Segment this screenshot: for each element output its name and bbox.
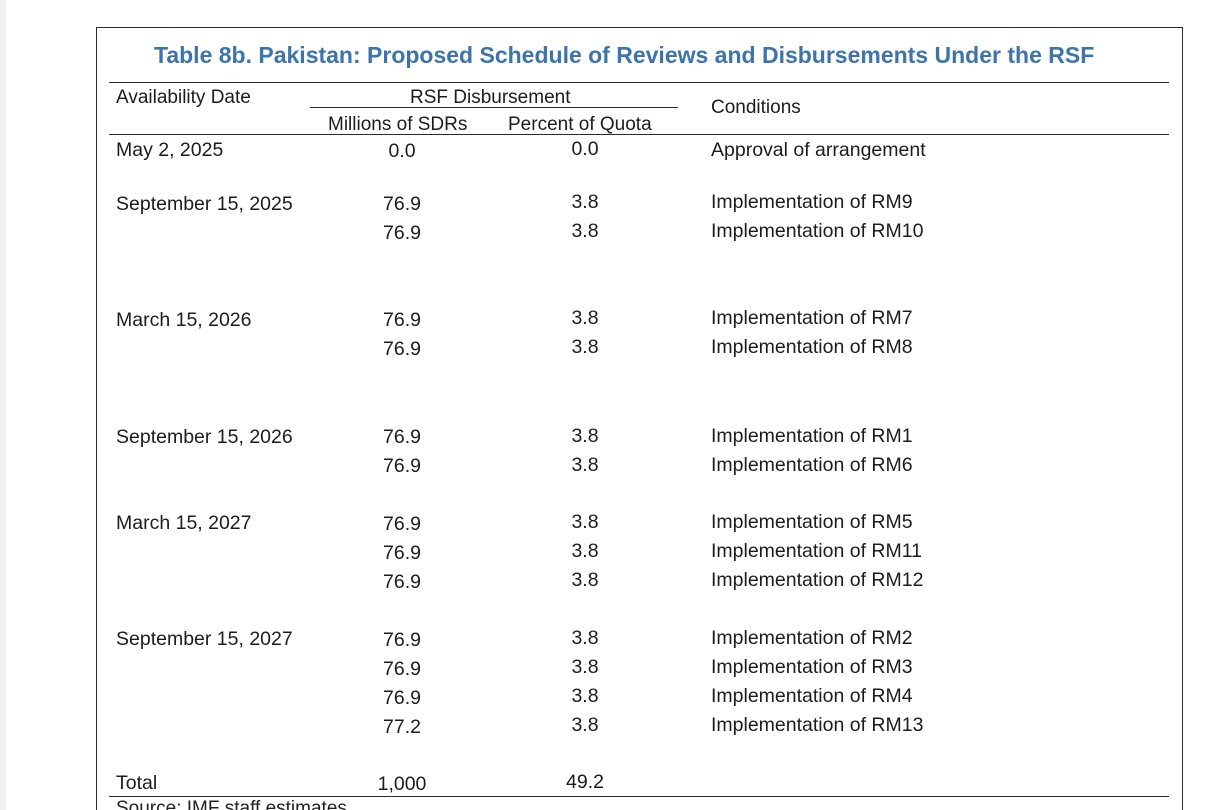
- row-condition: Implementation of RM9: [711, 191, 913, 213]
- row-pct: 3.8: [571, 425, 599, 447]
- row-condition: Implementation of RM11: [711, 540, 922, 562]
- row-condition: Implementation of RM12: [711, 569, 924, 591]
- row-pct: 3.8: [571, 336, 599, 358]
- row-pct: 3.8: [571, 220, 599, 242]
- row-sdr: 76.9: [383, 571, 421, 593]
- total-bottom-rule: [109, 796, 1169, 797]
- header-percent-quota: Percent of Quota: [508, 114, 652, 135]
- row-condition: Implementation of RM10: [711, 220, 924, 242]
- row-date: September 15, 2026: [116, 426, 293, 448]
- row-pct: 3.8: [571, 627, 599, 649]
- row-pct: 3.8: [571, 191, 599, 213]
- row-condition: Approval of arrangement: [711, 139, 926, 161]
- row-pct: 3.8: [571, 307, 599, 329]
- row-sdr: 76.9: [383, 222, 421, 244]
- row-sdr: 76.9: [383, 193, 421, 215]
- row-date: March 15, 2026: [116, 309, 252, 331]
- row-sdr: 76.9: [383, 542, 421, 564]
- row-pct: 3.8: [571, 540, 599, 562]
- total-sdr: 1,000: [377, 773, 427, 795]
- row-sdr: 76.9: [383, 338, 421, 360]
- row-date: May 2, 2025: [116, 139, 224, 161]
- row-pct: 3.8: [571, 714, 599, 736]
- page-edge: [0, 0, 6, 810]
- row-sdr: 76.9: [383, 687, 421, 709]
- row-pct: 3.8: [571, 685, 599, 707]
- row-date: September 15, 2025: [116, 193, 293, 215]
- header-bottom-rule: [109, 134, 1169, 135]
- row-date: September 15, 2027: [116, 628, 293, 650]
- row-condition: Implementation of RM6: [711, 454, 913, 476]
- row-condition: Implementation of RM8: [711, 336, 913, 358]
- table-frame: [96, 27, 1183, 810]
- row-condition: Implementation of RM3: [711, 656, 913, 678]
- row-pct: 3.8: [571, 569, 599, 591]
- table-title: Table 8b. Pakistan: Proposed Schedule of…: [154, 42, 1095, 68]
- total-pct: 49.2: [566, 771, 604, 793]
- row-sdr: 76.9: [383, 513, 421, 535]
- row-sdr: 76.9: [383, 629, 421, 651]
- row-condition: Implementation of RM1: [711, 425, 913, 447]
- rsf-group-rule: [310, 107, 678, 108]
- row-sdr: 76.9: [383, 309, 421, 331]
- row-sdr: 0.0: [388, 140, 416, 162]
- header-conditions: Conditions: [711, 97, 801, 118]
- total-label: Total: [116, 772, 158, 794]
- row-condition: Implementation of RM13: [711, 714, 924, 736]
- row-pct: 3.8: [571, 454, 599, 476]
- row-pct: 3.8: [571, 511, 599, 533]
- row-sdr: 76.9: [383, 455, 421, 477]
- row-sdr: 77.2: [383, 716, 421, 738]
- row-pct: 0.0: [571, 138, 599, 160]
- row-sdr: 76.9: [383, 426, 421, 448]
- row-condition: Implementation of RM7: [711, 307, 913, 329]
- header-availability-date: Availability Date: [116, 87, 251, 108]
- row-date: March 15, 2027: [116, 512, 252, 534]
- header-rsf-disbursement: RSF Disbursement: [410, 87, 571, 108]
- row-condition: Implementation of RM4: [711, 685, 913, 707]
- row-sdr: 76.9: [383, 658, 421, 680]
- header-millions-sdrs: Millions of SDRs: [328, 114, 468, 135]
- row-pct: 3.8: [571, 656, 599, 678]
- source-note: Source: IMF staff estimates.: [116, 798, 353, 810]
- row-condition: Implementation of RM2: [711, 627, 913, 649]
- title-rule: [109, 82, 1169, 83]
- row-condition: Implementation of RM5: [711, 511, 913, 533]
